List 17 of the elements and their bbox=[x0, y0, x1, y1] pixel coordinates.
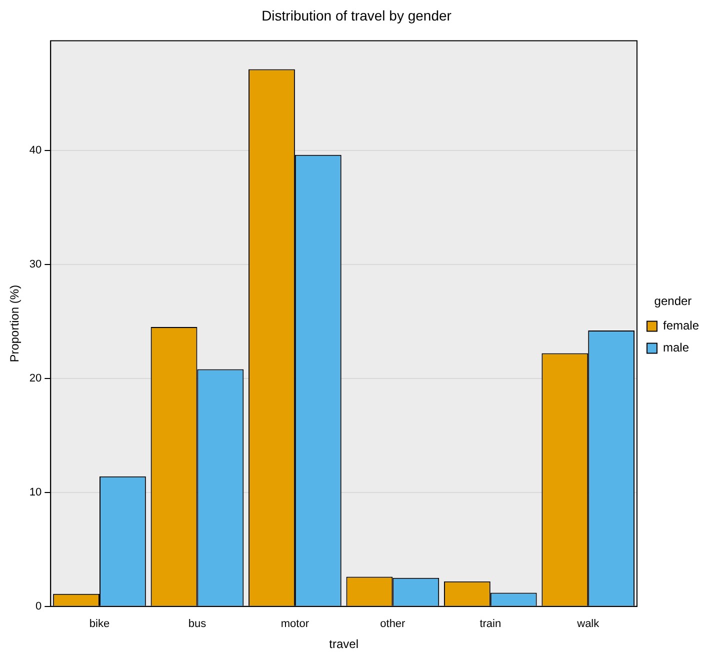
x-tick-label: bus bbox=[188, 618, 207, 630]
y-tick-label: 20 bbox=[29, 372, 42, 384]
x-axis-title: travel bbox=[329, 637, 358, 652]
x-tick-label: motor bbox=[280, 618, 310, 630]
x-tick-label: train bbox=[480, 618, 502, 630]
y-tick-label: 10 bbox=[29, 486, 42, 498]
x-tick-label: other bbox=[380, 618, 406, 630]
legend-title: gender bbox=[654, 294, 692, 308]
chart-title: Distribution of travel by gender bbox=[262, 7, 452, 24]
y-tick-label: 30 bbox=[29, 258, 42, 270]
x-tick-label: bike bbox=[89, 618, 110, 630]
x-tick-label: walk bbox=[576, 618, 600, 630]
y-tick-label: 40 bbox=[29, 144, 42, 156]
y-tick-label: 0 bbox=[36, 600, 42, 612]
y-axis-title: Proportion (%) bbox=[8, 284, 22, 362]
legend-label: female bbox=[662, 318, 700, 333]
legend-label: male bbox=[662, 340, 690, 355]
